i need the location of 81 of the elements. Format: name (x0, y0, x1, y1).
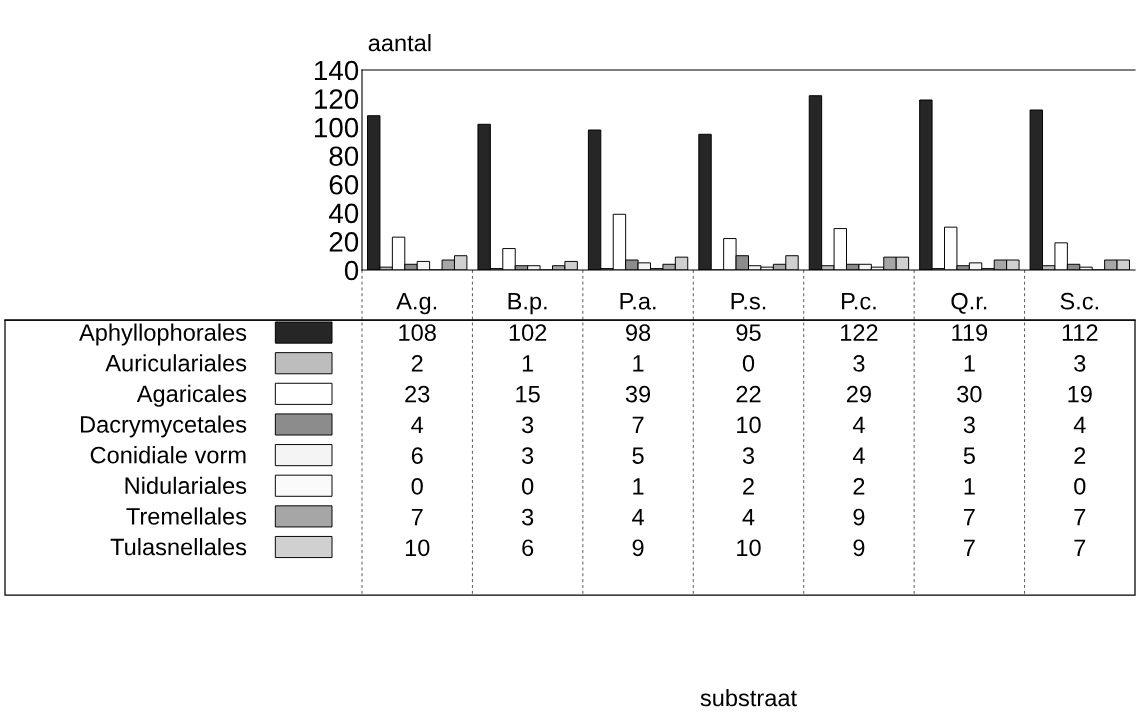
x-tick-label: P.a. (620, 293, 656, 310)
y-tick-label: 120 (315, 89, 359, 109)
data-label: 7 (411, 508, 423, 526)
data-label: 2 (743, 477, 754, 495)
data-label: 3 (521, 447, 534, 464)
y-tick-label: 0 (344, 260, 359, 281)
data-label: 4 (742, 508, 755, 526)
y-tick-label: 20 (329, 232, 359, 252)
data-label: 3 (963, 416, 975, 434)
y-tick-label: 60 (329, 174, 359, 195)
data-label: 9 (853, 539, 865, 557)
x-tick-label: S.c. (1060, 292, 1098, 310)
data-label: 3 (742, 447, 755, 464)
y-tick-label: 80 (329, 146, 359, 167)
data-label: 7 (632, 416, 644, 433)
data-label: 0 (742, 355, 755, 372)
data-label: 112 (1062, 324, 1098, 341)
data-label: 0 (522, 477, 534, 495)
legend-label: Agaricales (136, 384, 247, 407)
legend-label: Auriculariales (105, 354, 247, 372)
data-label: 4 (1073, 416, 1086, 433)
legend-label: Tulasnellales (110, 537, 247, 556)
data-label: 1 (964, 478, 975, 495)
text: substraat (700, 688, 797, 707)
y-tick-label: 100 (315, 117, 359, 138)
x-tick-label: P.c. (842, 293, 876, 310)
data-label: 30 (957, 385, 982, 403)
data-label: 4 (852, 416, 865, 433)
data-label: 0 (411, 477, 423, 495)
data-label: 3 (521, 508, 534, 526)
data-label: 9 (632, 539, 644, 557)
legend-label: Nidulariales (125, 476, 247, 495)
data-label: 7 (1074, 508, 1086, 526)
data-label: 39 (625, 385, 651, 403)
data-label: 5 (632, 447, 644, 464)
data-label: 19 (1068, 385, 1092, 403)
data-label: 2 (411, 355, 423, 372)
y-tick-label: 40 (328, 203, 359, 224)
data-label: 3 (853, 355, 865, 372)
data-label: 95 (736, 324, 761, 341)
data-label: 1 (964, 355, 975, 372)
legend-label: Conidiale vorm (90, 446, 246, 464)
data-label: 10 (405, 539, 430, 557)
x-tick-label: Q.r. (951, 292, 987, 314)
legend-label: Aphyllophorales (79, 323, 247, 346)
data-label: 2 (853, 477, 865, 495)
legend-label: Tremellales (126, 507, 247, 525)
x-tick-label: B.p. (508, 293, 547, 315)
data-label: 22 (736, 385, 761, 403)
data-label: 10 (737, 416, 761, 434)
data-label: 98 (626, 324, 651, 341)
legend-label: Dacrymycetales (81, 415, 247, 438)
data-label: 4 (411, 416, 424, 433)
data-label: 2 (1074, 447, 1086, 464)
y-axis-title: aantal (368, 34, 431, 52)
data-label: 102 (509, 324, 547, 341)
data-label: 5 (963, 447, 975, 464)
data-label: 108 (399, 324, 436, 341)
data-label: 29 (846, 385, 871, 403)
data-label: 10 (737, 539, 761, 557)
data-label: 9 (853, 508, 865, 526)
data-label: 6 (522, 539, 534, 557)
data-label: 4 (852, 447, 865, 464)
data-label: 1 (633, 355, 644, 372)
data-label: 7 (964, 508, 975, 526)
data-label: 1 (633, 478, 644, 495)
data-label: 7 (1074, 539, 1086, 556)
data-label: 3 (1074, 355, 1086, 372)
y-tick-label: 140 (315, 60, 359, 81)
data-label: 119 (952, 324, 988, 341)
data-label: 1 (522, 355, 534, 372)
data-label: 6 (411, 447, 423, 464)
data-label: 15 (516, 385, 540, 403)
x-tick-label: A.g. (396, 293, 437, 315)
data-label: 4 (632, 508, 644, 526)
data-label: 7 (964, 539, 975, 556)
x-tick-label: P.s. (731, 293, 766, 310)
data-label: 3 (521, 416, 534, 434)
data-label: 122 (841, 324, 878, 341)
data-label: 0 (1074, 477, 1086, 495)
data-label: 23 (405, 385, 430, 403)
